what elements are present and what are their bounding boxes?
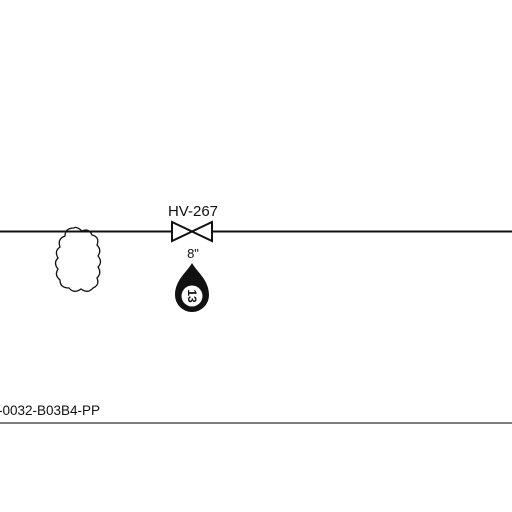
line-number-label: -0032-B03B4-PP: [0, 403, 100, 418]
balloon-inner-circle: [181, 285, 203, 307]
balloon-number: 13: [185, 289, 199, 303]
valve-size: 8": [187, 246, 199, 261]
valve-tag: HV-267: [168, 203, 218, 220]
reference-balloon: 13: [175, 263, 209, 312]
revision-cloud: [54, 226, 102, 292]
gate-valve-icon: [171, 220, 213, 243]
